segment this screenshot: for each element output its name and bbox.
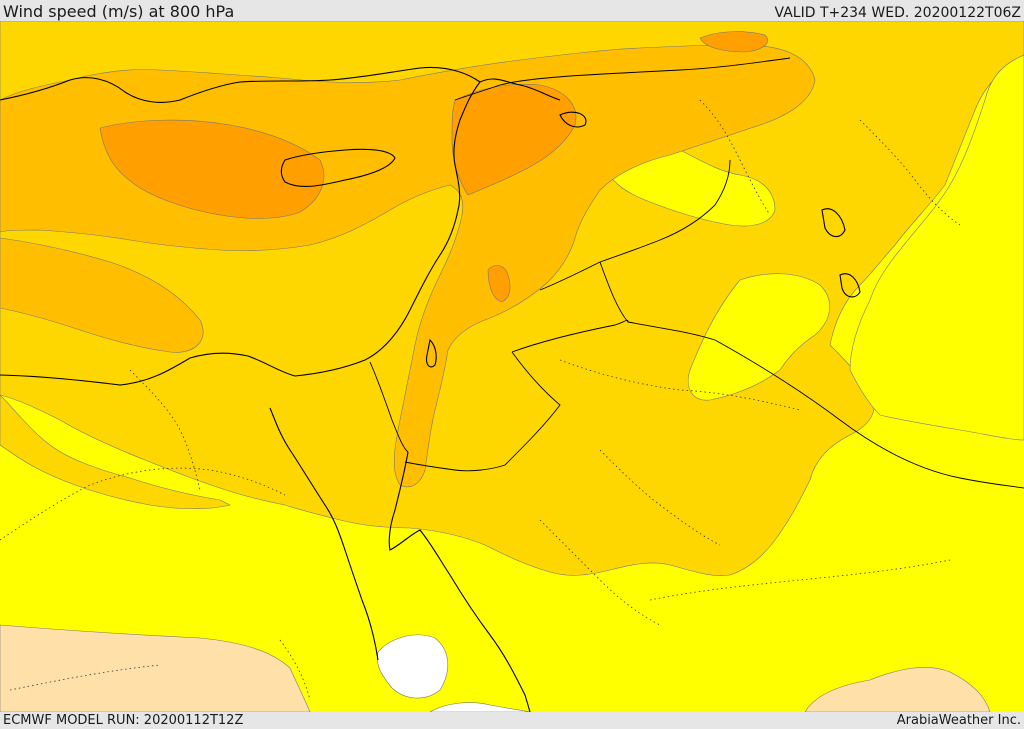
wind-band-orange-levant bbox=[451, 83, 577, 196]
model-run-label: ECMWF MODEL RUN: 20200112T12Z bbox=[3, 713, 244, 728]
footer-bar: ECMWF MODEL RUN: 20200112T12Z ArabiaWeat… bbox=[0, 712, 1024, 729]
coastlines bbox=[0, 66, 861, 712]
wind-band-amber-west bbox=[0, 237, 204, 353]
wind-band-calm-south bbox=[429, 702, 531, 712]
wind-speed-map bbox=[0, 21, 1024, 712]
wind-band-orange-jordan bbox=[487, 265, 511, 303]
map-title: Wind speed (m/s) at 800 hPa bbox=[3, 2, 235, 21]
country-borders bbox=[369, 57, 1024, 489]
wind-band-light-southwest bbox=[0, 624, 311, 712]
wind-band-yellow-east bbox=[849, 54, 1024, 441]
valid-time: VALID T+234 WED. 20200122T06Z bbox=[774, 5, 1021, 21]
wind-band-calm-red-sea bbox=[377, 634, 448, 699]
province-borders bbox=[0, 99, 961, 701]
wind-band-orange-north bbox=[699, 31, 768, 53]
wind-band-orange-west bbox=[99, 119, 325, 219]
wind-band-yellow-center bbox=[687, 273, 830, 401]
credit-label: ArabiaWeather Inc. bbox=[896, 713, 1021, 728]
wind-band-light-southeast bbox=[804, 667, 991, 712]
wind-band-gold-west bbox=[0, 394, 231, 510]
header-bar: Wind speed (m/s) at 800 hPa VALID T+234 … bbox=[0, 0, 1024, 21]
